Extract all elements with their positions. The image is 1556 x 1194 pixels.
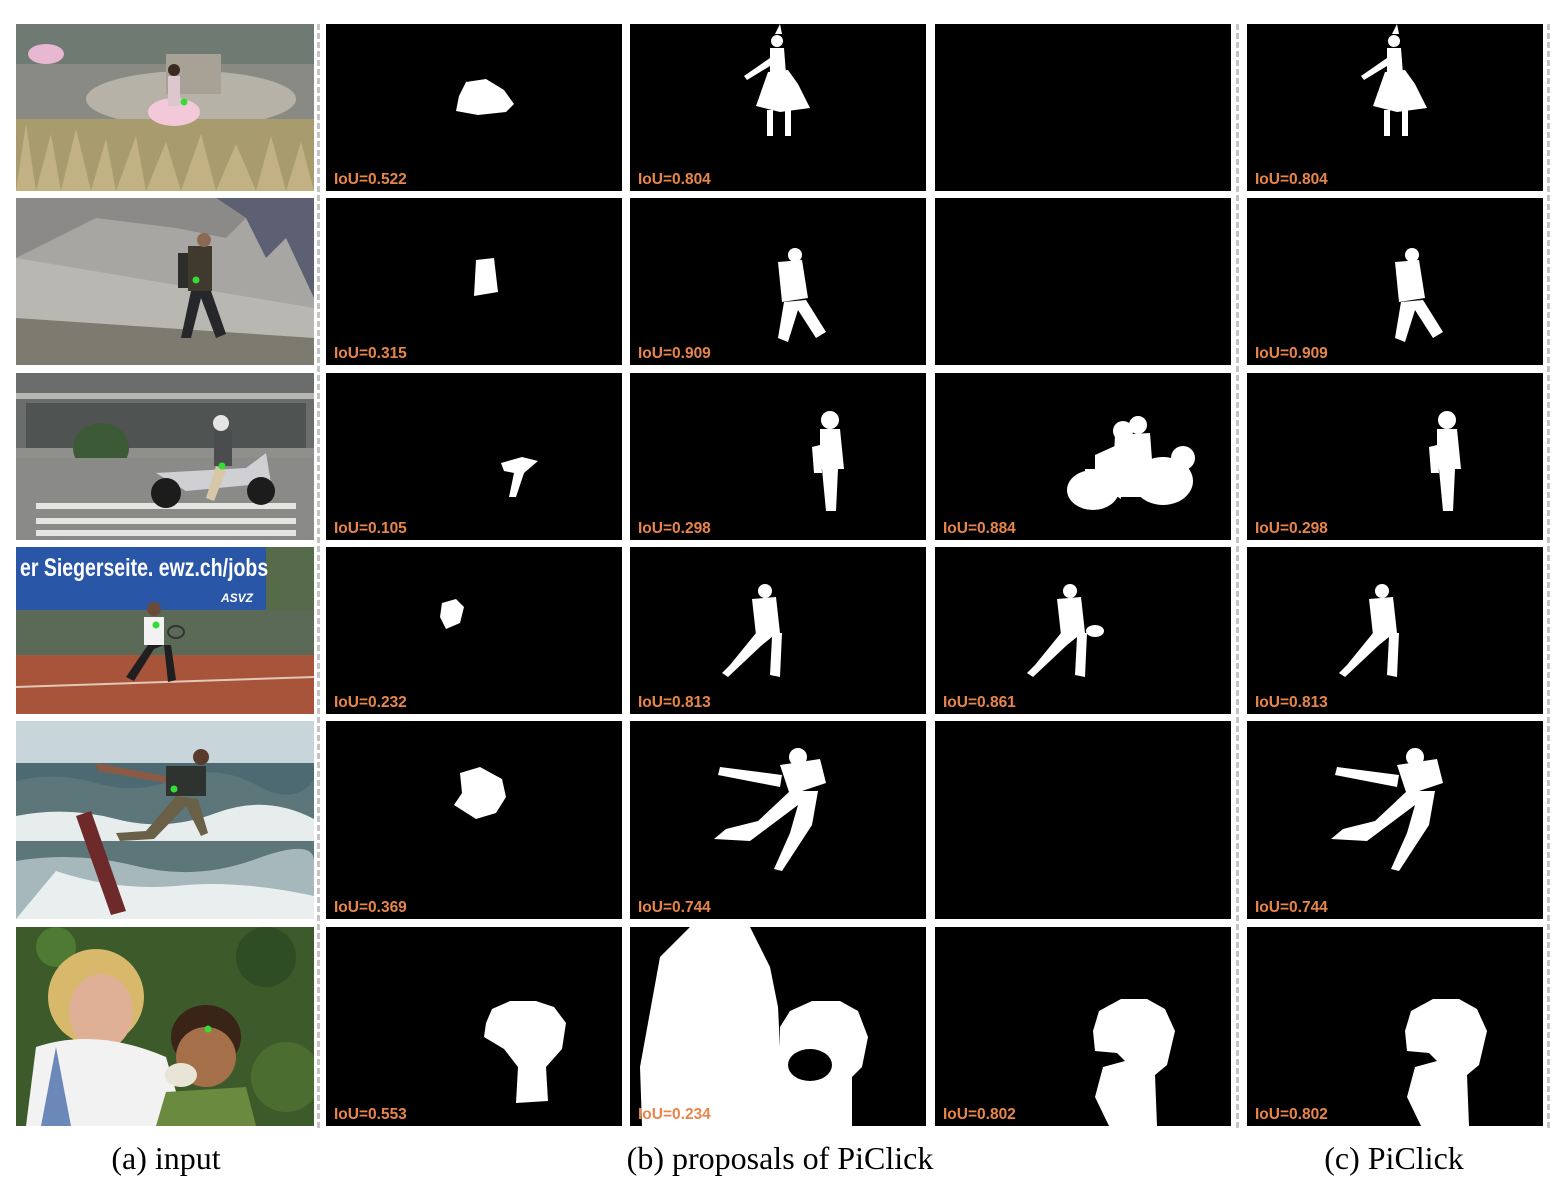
proposal-mask: IoU=0.369 bbox=[326, 721, 622, 919]
proposal-mask: IoU=0.298 bbox=[630, 373, 926, 540]
input-image-hiker bbox=[16, 198, 314, 365]
banner-text: er Siegerseite. ewz.ch/jobs bbox=[20, 554, 269, 582]
iou-label: IoU=0.234 bbox=[638, 1106, 711, 1123]
piclick-mask: IoU=0.802 bbox=[1247, 927, 1543, 1126]
piclick-mask: IoU=0.909 bbox=[1247, 198, 1543, 365]
separator-left bbox=[317, 24, 320, 1128]
iou-label: IoU=0.522 bbox=[334, 171, 407, 188]
proposal-mask: IoU=0.802 bbox=[935, 927, 1231, 1126]
proposal-mask: IoU=0.522 bbox=[326, 24, 622, 191]
piclick-mask: IoU=0.804 bbox=[1247, 24, 1543, 191]
input-image-mother-baby bbox=[16, 927, 314, 1126]
input-image-tennis: er Siegerseite. ewz.ch/jobs ASVZ bbox=[16, 547, 314, 714]
iou-label: IoU=0.861 bbox=[943, 694, 1016, 711]
proposal-mask bbox=[935, 24, 1231, 191]
proposal-mask: IoU=0.884 bbox=[935, 373, 1231, 540]
proposal-mask: IoU=0.861 bbox=[935, 547, 1231, 714]
proposal-mask: IoU=0.315 bbox=[326, 198, 622, 365]
proposal-mask: IoU=0.804 bbox=[630, 24, 926, 191]
iou-label: IoU=0.553 bbox=[334, 1106, 407, 1123]
iou-label: IoU=0.315 bbox=[334, 345, 407, 362]
proposal-mask: IoU=0.909 bbox=[630, 198, 926, 365]
iou-label: IoU=0.298 bbox=[638, 520, 711, 537]
proposal-mask: IoU=0.553 bbox=[326, 927, 622, 1126]
iou-label: IoU=0.804 bbox=[638, 171, 711, 188]
caption-proposals: (b) proposals of PiClick bbox=[626, 1140, 934, 1176]
iou-label: IoU=0.298 bbox=[1255, 520, 1328, 537]
iou-label: IoU=0.802 bbox=[943, 1106, 1016, 1123]
proposal-mask: IoU=0.105 bbox=[326, 373, 622, 540]
proposal-mask bbox=[935, 198, 1231, 365]
caption-input: (a) input bbox=[111, 1140, 221, 1176]
input-image-kitesurfer bbox=[16, 721, 314, 919]
piclick-mask: IoU=0.744 bbox=[1247, 721, 1543, 919]
iou-label: IoU=0.802 bbox=[1255, 1106, 1328, 1123]
iou-label: IoU=0.744 bbox=[1255, 899, 1328, 916]
proposal-mask: IoU=0.232 bbox=[326, 547, 622, 714]
iou-label: IoU=0.884 bbox=[943, 520, 1016, 537]
proposal-mask: IoU=0.234 bbox=[630, 927, 926, 1126]
iou-label: IoU=0.804 bbox=[1255, 171, 1328, 188]
iou-label: IoU=0.813 bbox=[638, 694, 711, 711]
input-image-scooter bbox=[16, 373, 314, 540]
proposal-mask bbox=[935, 721, 1231, 919]
input-image-dancer bbox=[16, 24, 314, 191]
proposal-mask: IoU=0.744 bbox=[630, 721, 926, 919]
iou-label: IoU=0.232 bbox=[334, 694, 407, 711]
iou-label: IoU=0.909 bbox=[1255, 345, 1328, 362]
separator-middle bbox=[1236, 24, 1239, 1128]
iou-label: IoU=0.813 bbox=[1255, 694, 1328, 711]
proposal-mask: IoU=0.813 bbox=[630, 547, 926, 714]
iou-label: IoU=0.369 bbox=[334, 899, 407, 916]
separator-right bbox=[1547, 24, 1550, 1128]
caption-piclick: (c) PiClick bbox=[1324, 1140, 1464, 1176]
iou-label: IoU=0.105 bbox=[334, 520, 407, 537]
iou-label: IoU=0.744 bbox=[638, 899, 711, 916]
banner-logo: ASVZ bbox=[221, 591, 254, 605]
piclick-mask: IoU=0.813 bbox=[1247, 547, 1543, 714]
piclick-mask: IoU=0.298 bbox=[1247, 373, 1543, 540]
iou-label: IoU=0.909 bbox=[638, 345, 711, 362]
